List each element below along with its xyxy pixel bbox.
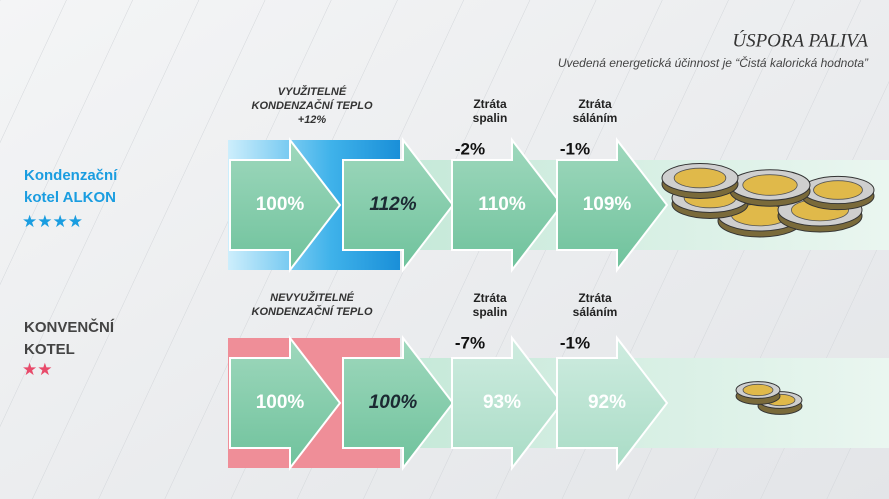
arrow (451, 137, 564, 273)
loss-value: -7% (455, 333, 485, 352)
loss-name: sáláním (573, 111, 618, 125)
coin-center (742, 174, 798, 196)
heat-label: NEVYUŽITELNÉ (270, 291, 354, 304)
boiler-label: Kondenzační (24, 167, 118, 184)
loss-name: spalin (473, 305, 508, 319)
arrow (342, 335, 455, 471)
coin-center (673, 167, 727, 189)
heat-label: VYUŽITELNÉ (278, 85, 347, 98)
loss-name: Ztráta (578, 97, 612, 111)
stars: ★★ (22, 360, 52, 380)
arrow (342, 137, 455, 273)
loss-value: -2% (455, 139, 485, 158)
arrow-value: 100% (256, 194, 305, 215)
heat-label: KONDENZAČNÍ TEPLO (252, 99, 373, 112)
arrow-value: 112% (369, 194, 416, 215)
stars: ★★★★ (22, 212, 83, 232)
title: ÚSPORA PALIVA (732, 29, 868, 51)
arrow-value: 100% (256, 392, 305, 413)
arrow-value: 93% (483, 392, 521, 413)
arrow (451, 335, 564, 471)
loss-name: Ztráta (473, 97, 507, 111)
arrow-value: 92% (588, 392, 626, 413)
boiler-label: KONVENČNÍ (24, 318, 115, 336)
heat-label: +12% (298, 114, 327, 126)
arrow-value: 110% (478, 194, 526, 215)
arrow (556, 335, 669, 471)
arrow-value: 100% (369, 392, 418, 413)
loss-name: spalin (473, 111, 508, 125)
heat-label: KONDENZAČNÍ TEPLO (252, 305, 373, 318)
boiler-label: kotel ALKON (24, 189, 116, 206)
arrow (229, 335, 342, 471)
arrow-value: 109% (583, 194, 632, 215)
coin-center (742, 383, 774, 397)
subtitle: Uvedená energetická účinnost je “Čistá k… (558, 55, 869, 70)
loss-name: sáláním (573, 305, 618, 319)
arrow (556, 137, 669, 273)
coin-center (813, 180, 863, 200)
arrow (229, 137, 342, 273)
loss-value: -1% (560, 333, 590, 352)
loss-value: -1% (560, 139, 590, 158)
loss-name: Ztráta (578, 291, 612, 305)
loss-name: Ztráta (473, 291, 507, 305)
boiler-label: KOTEL (24, 341, 75, 358)
